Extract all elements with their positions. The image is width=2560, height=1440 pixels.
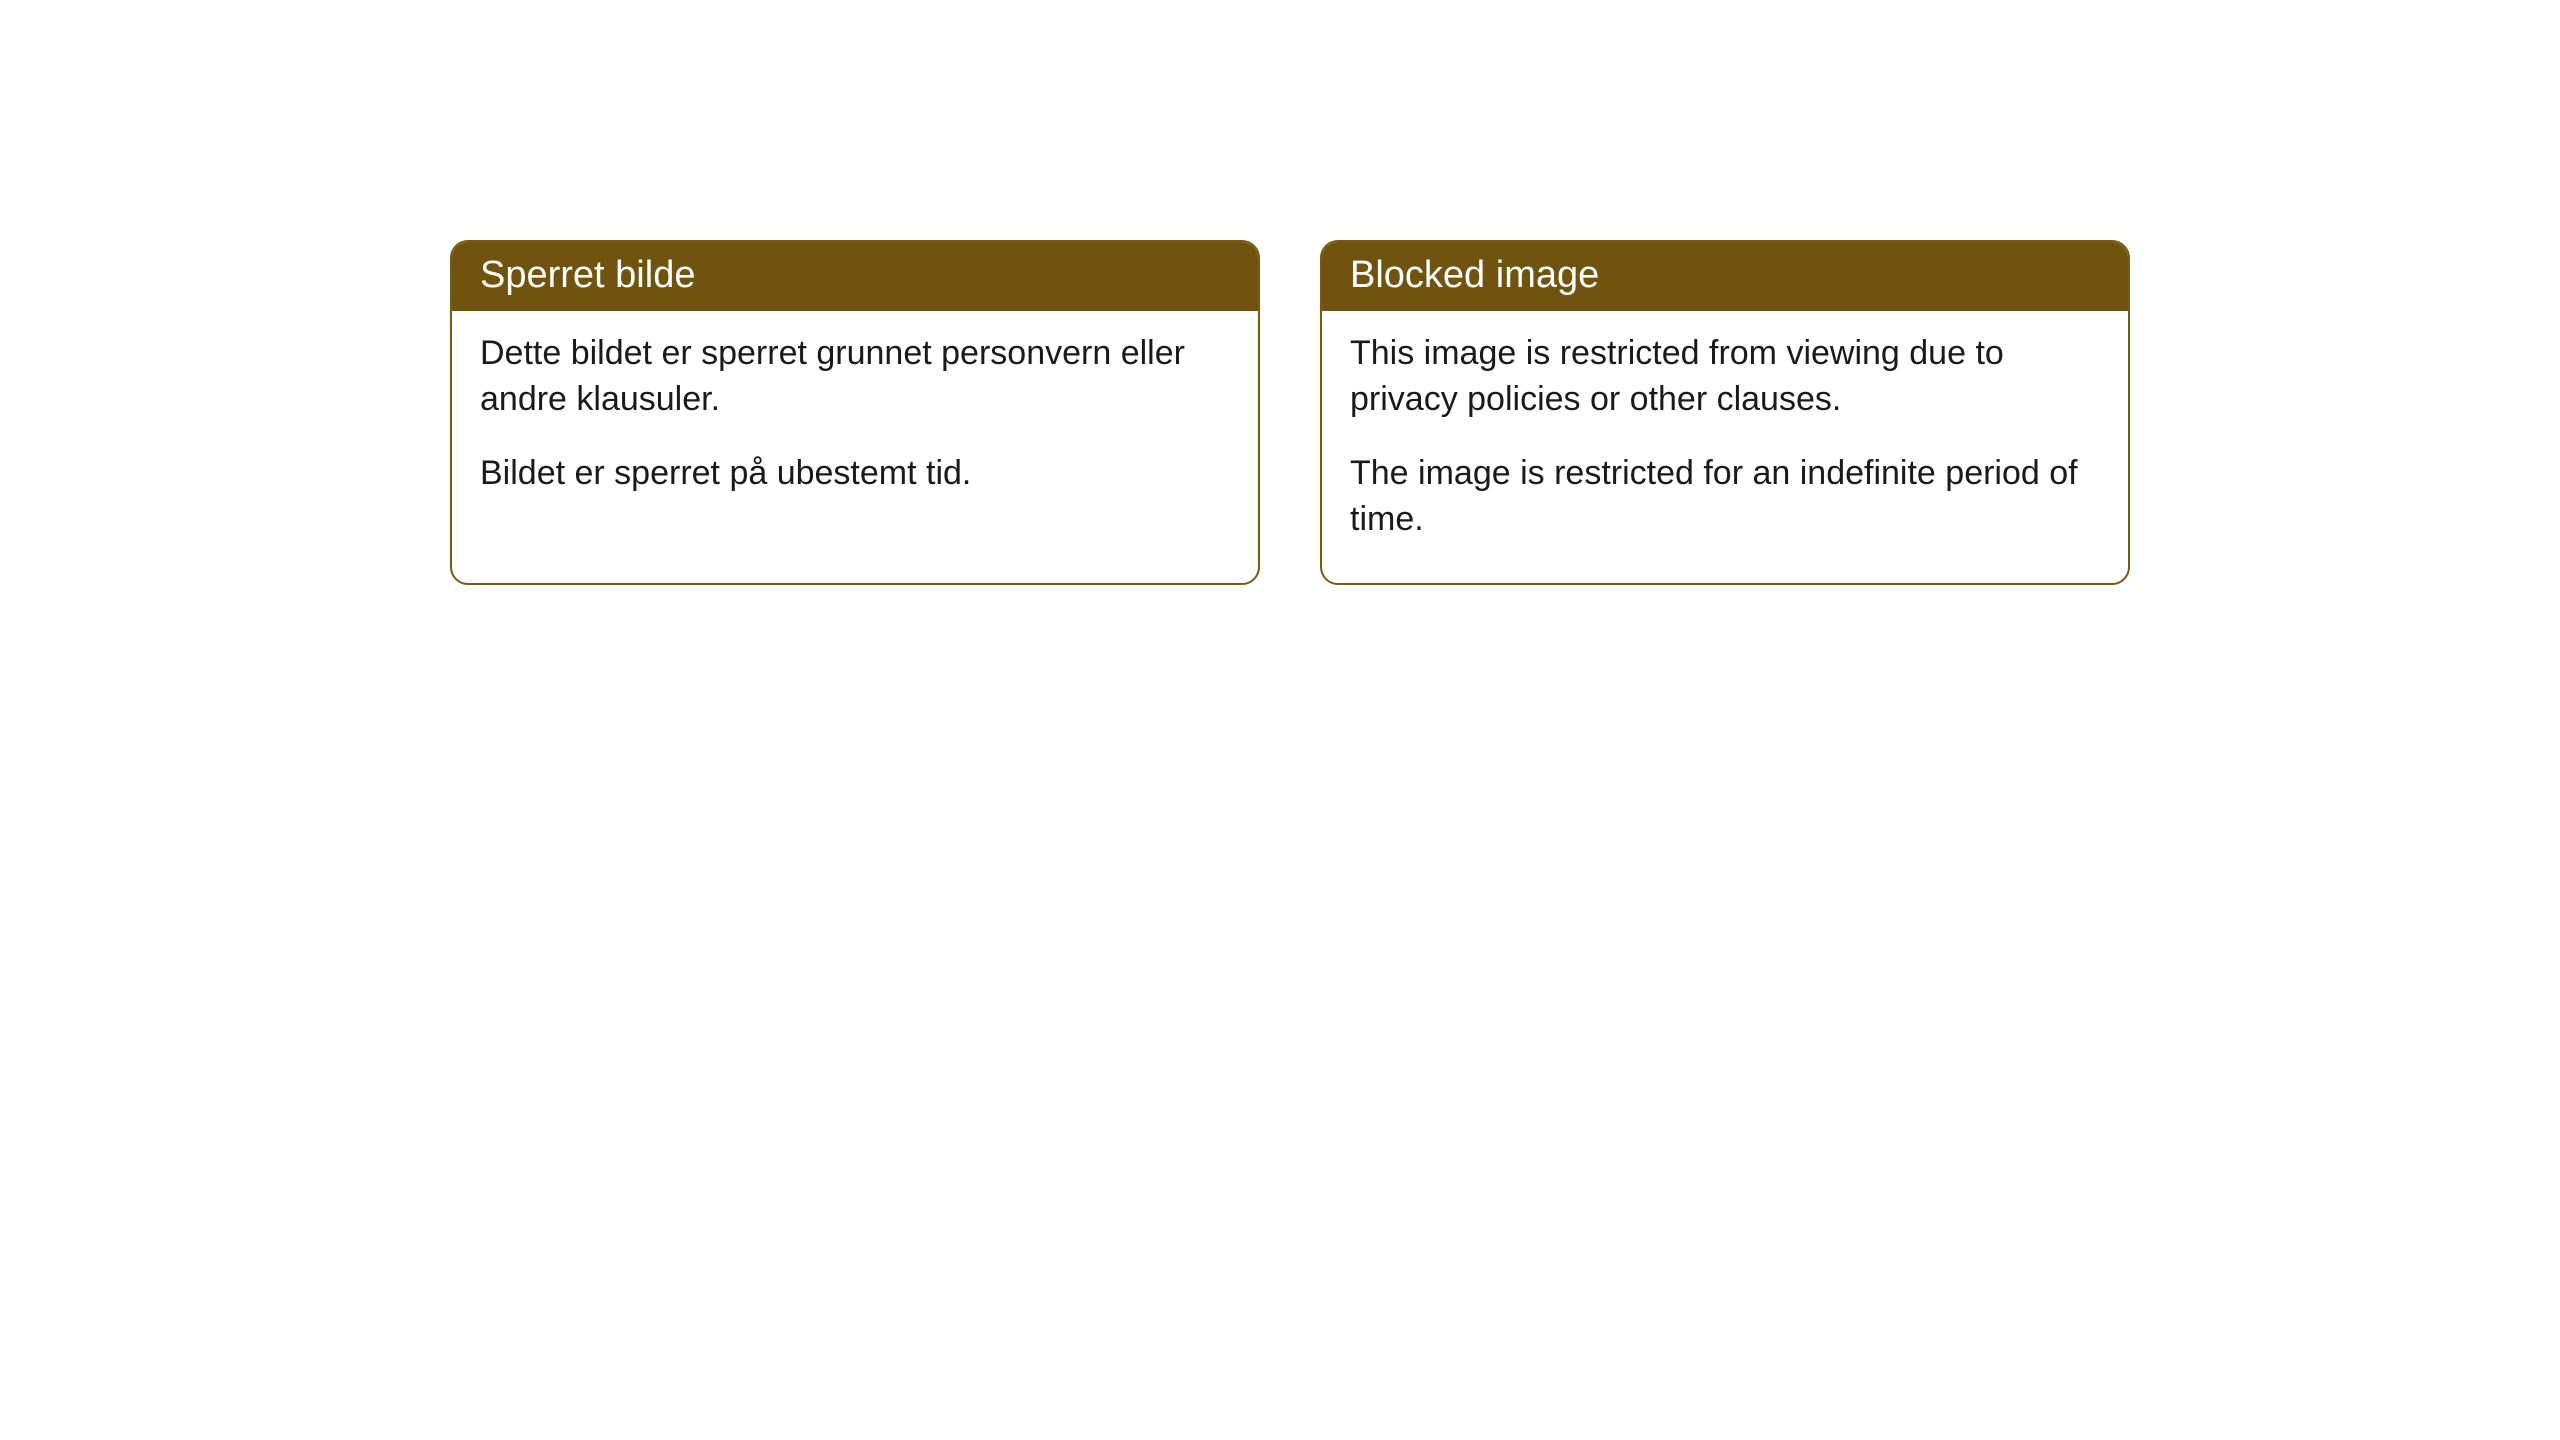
card-paragraph-1: This image is restricted from viewing du…: [1350, 331, 2100, 423]
blocked-image-card-english: Blocked image This image is restricted f…: [1320, 240, 2130, 585]
card-header: Sperret bilde: [452, 242, 1258, 311]
card-paragraph-1: Dette bildet er sperret grunnet personve…: [480, 331, 1230, 423]
blocked-image-card-norwegian: Sperret bilde Dette bildet er sperret gr…: [450, 240, 1260, 585]
card-title: Blocked image: [1350, 254, 1599, 296]
card-paragraph-2: Bildet er sperret på ubestemt tid.: [480, 451, 1230, 497]
card-body: This image is restricted from viewing du…: [1322, 311, 2128, 583]
card-title: Sperret bilde: [480, 254, 695, 296]
card-body: Dette bildet er sperret grunnet personve…: [452, 311, 1258, 537]
card-header: Blocked image: [1322, 242, 2128, 311]
notice-cards-container: Sperret bilde Dette bildet er sperret gr…: [0, 0, 2560, 585]
card-paragraph-2: The image is restricted for an indefinit…: [1350, 451, 2100, 543]
